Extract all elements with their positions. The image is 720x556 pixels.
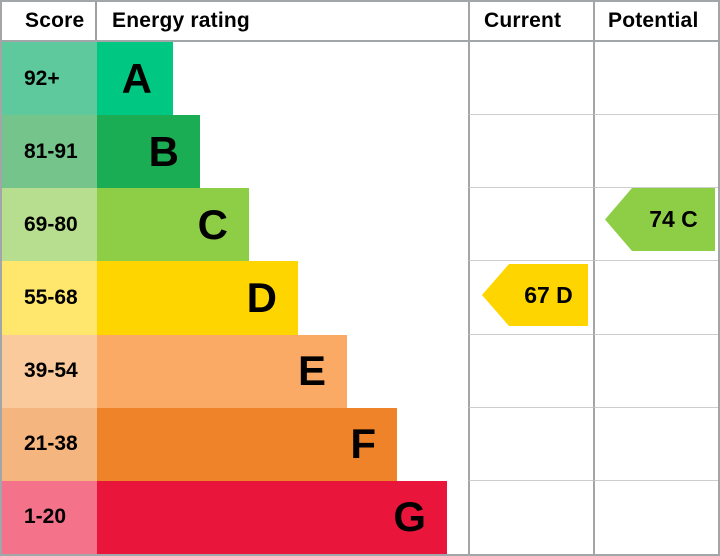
current-cell-d — [468, 261, 593, 335]
energy-cell-d: D — [97, 261, 468, 335]
header-current: Current — [468, 2, 593, 40]
score-range-d: 55-68 — [2, 261, 97, 335]
band-row-d: 55-68 D — [2, 261, 718, 335]
band-row-e: 39-54 E — [2, 334, 718, 408]
band-letter-d: D — [246, 273, 277, 321]
score-range-e: 39-54 — [2, 334, 97, 408]
energy-cell-a: A — [97, 42, 468, 116]
score-range-c: 69-80 — [2, 188, 97, 262]
header-energy-rating: Energy rating — [112, 9, 250, 32]
energy-cell-c: C — [97, 188, 468, 262]
band-rows: 92+ A 81-91 B 69-80 C — [2, 42, 718, 554]
band-bar-c: C — [97, 188, 249, 262]
band-row-a: 92+ A — [2, 42, 718, 116]
energy-cell-b: B — [97, 115, 468, 189]
score-range-f: 21-38 — [2, 407, 97, 481]
current-cell-c — [468, 188, 593, 262]
potential-cell-f — [593, 407, 718, 481]
score-range-a: 92+ — [2, 42, 97, 116]
current-cell-f — [468, 407, 593, 481]
chart-header: Score Energy rating Current Potential — [2, 2, 718, 42]
potential-cell-g — [593, 480, 718, 554]
score-range-b: 81-91 — [2, 115, 97, 189]
header-score: Score — [2, 2, 97, 40]
current-rating-label: 67 D — [524, 281, 573, 308]
band-bar-e: E — [97, 334, 347, 408]
potential-cell-e — [593, 334, 718, 408]
band-bar-b: B — [97, 115, 200, 189]
current-cell-a — [468, 42, 593, 116]
potential-cell-d — [593, 261, 718, 335]
potential-rating-label: 74 C — [649, 206, 698, 232]
energy-cell-g: G — [97, 480, 468, 554]
current-cell-e — [468, 334, 593, 408]
potential-rating-arrow: 74 C — [605, 188, 715, 251]
score-range-g: 1-20 — [2, 480, 97, 554]
band-row-c: 69-80 C — [2, 188, 718, 262]
band-letter-a: A — [121, 54, 152, 102]
header-potential: Potential — [593, 2, 718, 40]
energy-cell-f: F — [97, 407, 468, 481]
band-bar-g: G — [97, 480, 447, 554]
band-row-b: 81-91 B — [2, 115, 718, 189]
band-bar-a: A — [97, 42, 173, 116]
potential-cell-c — [593, 188, 718, 262]
current-cell-g — [468, 480, 593, 554]
band-letter-c: C — [197, 200, 228, 248]
energy-cell-e: E — [97, 334, 468, 408]
band-letter-b: B — [148, 127, 179, 175]
band-letter-g: G — [393, 493, 426, 541]
potential-cell-b — [593, 115, 718, 189]
potential-cell-a — [593, 42, 718, 116]
band-row-f: 21-38 F — [2, 407, 718, 481]
band-bar-f: F — [97, 407, 397, 481]
current-cell-b — [468, 115, 593, 189]
band-row-g: 1-20 G — [2, 480, 718, 554]
band-letter-e: E — [297, 347, 326, 395]
band-letter-f: F — [350, 420, 376, 468]
band-bar-d: D — [97, 261, 298, 335]
